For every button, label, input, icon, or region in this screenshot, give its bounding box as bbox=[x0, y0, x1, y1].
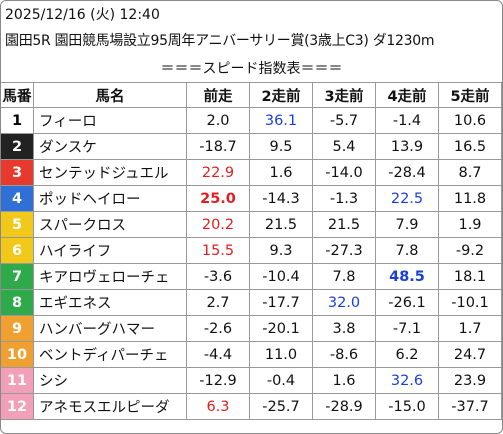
horse-name: シシ bbox=[34, 368, 187, 394]
horse-number: 7 bbox=[1, 264, 34, 290]
speed-index: -20.1 bbox=[250, 316, 313, 342]
speed-index: 9.5 bbox=[250, 134, 313, 160]
horse-name: ハイライフ bbox=[34, 238, 187, 264]
speed-index: 10.6 bbox=[439, 108, 502, 134]
speed-index: 1.6 bbox=[250, 160, 313, 186]
horse-name: フィーロ bbox=[34, 108, 187, 134]
speed-index: 1.7 bbox=[439, 316, 502, 342]
speed-index: 11.0 bbox=[250, 342, 313, 368]
column-header: 2走前 bbox=[250, 82, 313, 108]
speed-index: 16.5 bbox=[439, 134, 502, 160]
speed-index: 20.2 bbox=[187, 212, 250, 238]
speed-index: -15.0 bbox=[376, 394, 439, 420]
speed-index: 23.9 bbox=[439, 368, 502, 394]
horse-number: 3 bbox=[1, 160, 34, 186]
column-header: 4走前 bbox=[376, 82, 439, 108]
horse-number: 9 bbox=[1, 316, 34, 342]
speed-index: -28.9 bbox=[313, 394, 376, 420]
speed-index: -27.3 bbox=[313, 238, 376, 264]
race-info: 園田5R 園田競馬場設立95周年アニバーサリー賞(3歳上C3) ダ1230m bbox=[5, 33, 435, 49]
speed-index: -1.4 bbox=[376, 108, 439, 134]
horse-name: ポッドヘイロー bbox=[34, 186, 187, 212]
horse-name: ダンスケ bbox=[34, 134, 187, 160]
speed-index: -5.7 bbox=[313, 108, 376, 134]
speed-index: -7.1 bbox=[376, 316, 439, 342]
horse-name: センテッドジュエル bbox=[34, 160, 187, 186]
horse-number: 1 bbox=[1, 108, 34, 134]
speed-index: -10.1 bbox=[439, 290, 502, 316]
horse-name: スパークロス bbox=[34, 212, 187, 238]
speed-index: 21.5 bbox=[250, 212, 313, 238]
speed-index: 48.5 bbox=[376, 264, 439, 290]
speed-index: -17.7 bbox=[250, 290, 313, 316]
speed-index: 6.2 bbox=[376, 342, 439, 368]
horse-number: 11 bbox=[1, 368, 34, 394]
speed-index: -14.0 bbox=[313, 160, 376, 186]
column-header: 5走前 bbox=[439, 82, 502, 108]
horse-name: ベントディパーチェ bbox=[34, 342, 187, 368]
speed-index: 8.7 bbox=[439, 160, 502, 186]
horse-number: 6 bbox=[1, 238, 34, 264]
horse-number: 12 bbox=[1, 394, 34, 420]
speed-index: 1.9 bbox=[439, 212, 502, 238]
speed-index: 6.3 bbox=[187, 394, 250, 420]
speed-index: 18.1 bbox=[439, 264, 502, 290]
column-header: 前走 bbox=[187, 82, 250, 108]
speed-index: 1.6 bbox=[313, 368, 376, 394]
speed-index: -14.3 bbox=[250, 186, 313, 212]
horse-number: 2 bbox=[1, 134, 34, 160]
speed-index: 25.0 bbox=[187, 186, 250, 212]
speed-index: -25.7 bbox=[250, 394, 313, 420]
horse-number: 4 bbox=[1, 186, 34, 212]
speed-index: 22.9 bbox=[187, 160, 250, 186]
speed-index: 2.0 bbox=[187, 108, 250, 134]
speed-index: 9.3 bbox=[250, 238, 313, 264]
horse-number: 5 bbox=[1, 212, 34, 238]
speed-index: 36.1 bbox=[250, 108, 313, 134]
speed-index: 15.5 bbox=[187, 238, 250, 264]
speed-index: 22.5 bbox=[376, 186, 439, 212]
speed-index: 7.8 bbox=[376, 238, 439, 264]
column-header: 馬番 bbox=[1, 82, 34, 108]
horse-name: エギエネス bbox=[34, 290, 187, 316]
datetime: 2025/12/16 (火) 12:40 bbox=[5, 7, 160, 23]
speed-index: -9.2 bbox=[439, 238, 502, 264]
speed-index: 11.8 bbox=[439, 186, 502, 212]
speed-index: -10.4 bbox=[250, 264, 313, 290]
speed-index: -4.4 bbox=[187, 342, 250, 368]
speed-index: -18.7 bbox=[187, 134, 250, 160]
speed-index: -1.3 bbox=[313, 186, 376, 212]
speed-index: 21.5 bbox=[313, 212, 376, 238]
speed-index: -0.4 bbox=[250, 368, 313, 394]
speed-index: -37.7 bbox=[439, 394, 502, 420]
speed-index: 5.4 bbox=[313, 134, 376, 160]
speed-index: 3.8 bbox=[313, 316, 376, 342]
speed-index: 32.0 bbox=[313, 290, 376, 316]
speed-index: -2.6 bbox=[187, 316, 250, 342]
speed-index: -3.6 bbox=[187, 264, 250, 290]
speed-index: 7.9 bbox=[376, 212, 439, 238]
speed-index: 32.6 bbox=[376, 368, 439, 394]
speed-index: 2.7 bbox=[187, 290, 250, 316]
speed-index: -26.1 bbox=[376, 290, 439, 316]
table-title: ＝＝＝スピード指数表＝＝＝ bbox=[160, 61, 343, 77]
speed-index: -12.9 bbox=[187, 368, 250, 394]
horse-number: 10 bbox=[1, 342, 34, 368]
speed-index: 24.7 bbox=[439, 342, 502, 368]
speed-index: 13.9 bbox=[376, 134, 439, 160]
column-header: 馬名 bbox=[34, 82, 187, 108]
speed-index: -8.6 bbox=[313, 342, 376, 368]
speed-index: 7.8 bbox=[313, 264, 376, 290]
horse-name: アネモスエルピーダ bbox=[34, 394, 187, 420]
horse-name: ハンバーグハマー bbox=[34, 316, 187, 342]
horse-number: 8 bbox=[1, 290, 34, 316]
column-header: 3走前 bbox=[313, 82, 376, 108]
horse-name: キアロヴェローチェ bbox=[34, 264, 187, 290]
speed-index: -28.4 bbox=[376, 160, 439, 186]
